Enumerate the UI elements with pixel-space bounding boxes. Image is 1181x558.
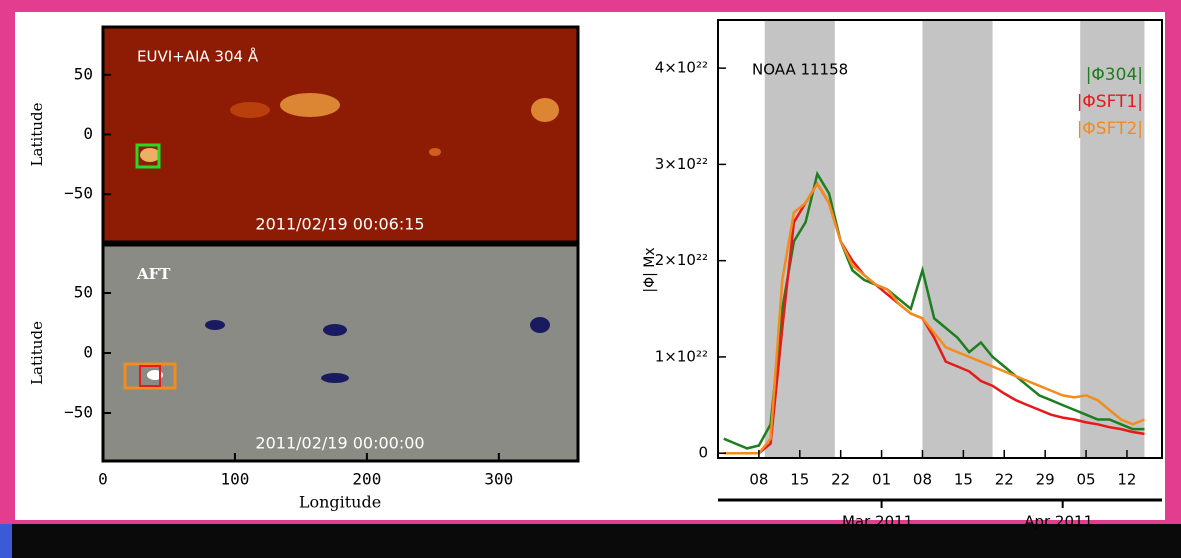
x-tick-label: 22: [995, 471, 1014, 489]
page: {"chart_data":[ {"type":"map","title":"E…: [0, 0, 1181, 558]
x-tick-label: 05: [1077, 471, 1096, 489]
x-tick-label: 200: [352, 470, 381, 489]
footer-accent: [0, 524, 12, 558]
map-timestamp: 2011/02/19 00:06:15: [255, 215, 424, 234]
month-label: Apr 2011: [1024, 513, 1093, 531]
x-tick-label: 100: [220, 470, 249, 489]
map-title: EUVI+AIA 304 Å: [137, 47, 259, 66]
x-tick-label: 29: [1036, 471, 1055, 489]
y-tick-label: −50: [64, 184, 93, 203]
legend-entry: |ΦSFT2|: [1077, 119, 1143, 139]
y-tick-label: 0: [698, 444, 708, 462]
y-axis-label: Latitude: [28, 321, 46, 385]
figure: EUVI+AIA 304 Å 2011/02/19 00:06:15 Latitud…: [0, 0, 1181, 558]
x-axis-label: Longitude: [299, 493, 381, 512]
month-label: Mar 2011: [842, 513, 913, 531]
x-tick-label: 15: [790, 471, 809, 489]
annotation: NOAA 11158: [752, 61, 848, 79]
x-tick-label: 08: [913, 471, 932, 489]
x-tick-label: 01: [872, 471, 891, 489]
y-tick-label: 0: [83, 343, 93, 362]
footer-band: [0, 524, 1181, 558]
x-tick-label: 12: [1117, 471, 1136, 489]
y-tick-label: 50: [74, 64, 93, 83]
y-tick-label: 4×10²²: [655, 59, 708, 77]
y-tick-label: 1×10²²: [655, 347, 708, 365]
y-tick-label: −50: [64, 403, 93, 422]
y-tick-label: 50: [74, 283, 93, 302]
x-tick-label: 300: [484, 470, 513, 489]
legend-entry: |Φ304|: [1086, 65, 1143, 85]
y-tick-label: 0: [83, 124, 93, 143]
x-tick-label: 15: [954, 471, 973, 489]
x-tick-label: 22: [831, 471, 850, 489]
shaded-period: [1080, 20, 1144, 458]
x-tick-label: 08: [749, 471, 768, 489]
y-tick-label: 2×10²²: [655, 251, 708, 269]
shaded-period: [922, 20, 992, 458]
legend-entry: |ΦSFT1|: [1077, 92, 1143, 112]
map-timestamp: 2011/02/19 00:00:00: [255, 434, 424, 453]
y-axis-label: Latitude: [28, 102, 46, 166]
map-title: AFT: [136, 265, 171, 283]
map-texture-bottom: [103, 245, 578, 461]
x-tick-label: 0: [98, 470, 108, 489]
y-tick-label: 3×10²²: [655, 155, 708, 173]
